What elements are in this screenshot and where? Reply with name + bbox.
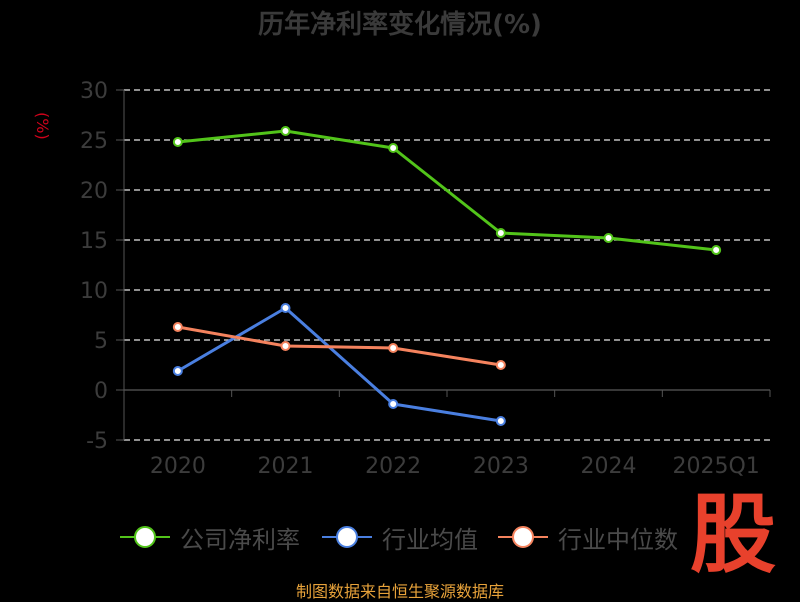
data-point	[172, 322, 183, 332]
legend-item-industry-median[interactable]: 行业中位数	[498, 522, 678, 554]
data-point	[172, 137, 183, 147]
legend-marker-company	[120, 522, 170, 552]
data-point	[603, 233, 614, 243]
brand-logo: 股	[690, 484, 776, 585]
x-tick-label: 2023	[473, 454, 529, 479]
y-tick-label: -5	[86, 429, 108, 454]
legend-label-industry-mean: 行业均值	[382, 525, 478, 554]
series-line-1	[177, 306, 502, 423]
legend-label-company: 公司净利率	[180, 525, 300, 554]
legend-label-industry-median: 行业中位数	[558, 525, 678, 554]
data-point	[388, 143, 399, 153]
legend-item-company[interactable]: 公司净利率	[120, 522, 300, 554]
x-tick-label: 2022	[365, 454, 421, 479]
series-line-0	[177, 129, 717, 252]
data-point	[388, 399, 399, 409]
data-point	[172, 366, 183, 376]
series-line-2	[177, 325, 502, 367]
y-tick-label: 10	[80, 279, 108, 304]
data-point	[280, 303, 291, 313]
data-point	[280, 126, 291, 136]
x-tick-label: 2024	[581, 454, 637, 479]
x-tick-label: 2025Q1	[673, 454, 760, 479]
y-tick-label: 0	[94, 379, 108, 404]
data-point	[495, 416, 506, 426]
y-tick-label: 15	[80, 229, 108, 254]
data-point	[388, 343, 399, 353]
y-tick-label: 5	[94, 329, 108, 354]
y-tick-label: 30	[80, 79, 108, 104]
data-point	[280, 341, 291, 351]
x-tick-label: 2020	[150, 454, 206, 479]
y-tick-label: 25	[80, 129, 108, 154]
data-source-note: 制图数据来自恒生聚源数据库	[295, 582, 504, 601]
legend-marker-industry-mean	[322, 522, 372, 552]
x-tick-label: 2021	[258, 454, 314, 479]
data-point	[495, 360, 506, 370]
legend-marker-industry-median	[498, 522, 548, 552]
chart-title: 历年净利率变化情况(%)	[258, 10, 542, 40]
data-point	[495, 228, 506, 238]
data-point	[711, 245, 722, 255]
legend-item-industry-mean[interactable]: 行业均值	[322, 522, 478, 554]
y-tick-label: 20	[80, 179, 108, 204]
